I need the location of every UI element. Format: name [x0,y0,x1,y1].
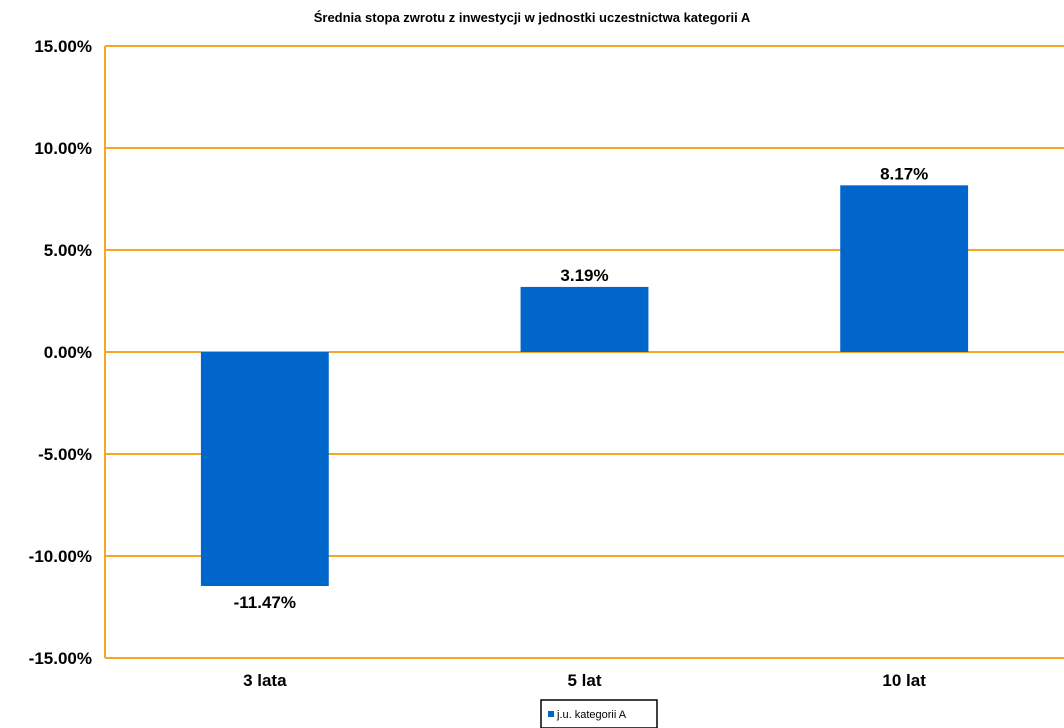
x-tick-label: 5 lat [567,671,601,690]
y-tick-label: 10.00% [34,139,92,158]
data-label: 3.19% [560,266,608,285]
y-tick-label: 15.00% [34,37,92,56]
bar [200,352,329,586]
bars [200,185,969,586]
bar [520,286,649,352]
x-tick-label: 10 lat [882,671,926,690]
legend-swatch [548,711,554,717]
y-tick-label: -15.00% [29,649,92,668]
legend-box [540,699,658,728]
x-axis-tick-labels: 3 lata 5 lat 10 lat [243,671,926,690]
legend-label: j.u. kategorii A [556,709,627,721]
y-tick-label: 0.00% [44,343,92,362]
y-axis-tick-labels: 15.00% 10.00% 5.00% 0.00% -5.00% -10.00% -15.0… [29,37,92,668]
data-labels: -11.47% 3.19% 8.17% [234,164,929,612]
chart-title: Średnia stopa zwrotu z inwestycji w jedn… [314,10,751,25]
bar [840,185,969,352]
y-tick-label: -10.00% [29,547,92,566]
y-tick-label: -5.00% [38,445,92,464]
data-label: -11.47% [234,593,296,612]
data-label: 8.17% [880,164,928,183]
y-tick-label: 5.00% [44,241,92,260]
x-tick-label: 3 lata [243,671,287,690]
legend: j.u. kategorii A [540,699,658,728]
